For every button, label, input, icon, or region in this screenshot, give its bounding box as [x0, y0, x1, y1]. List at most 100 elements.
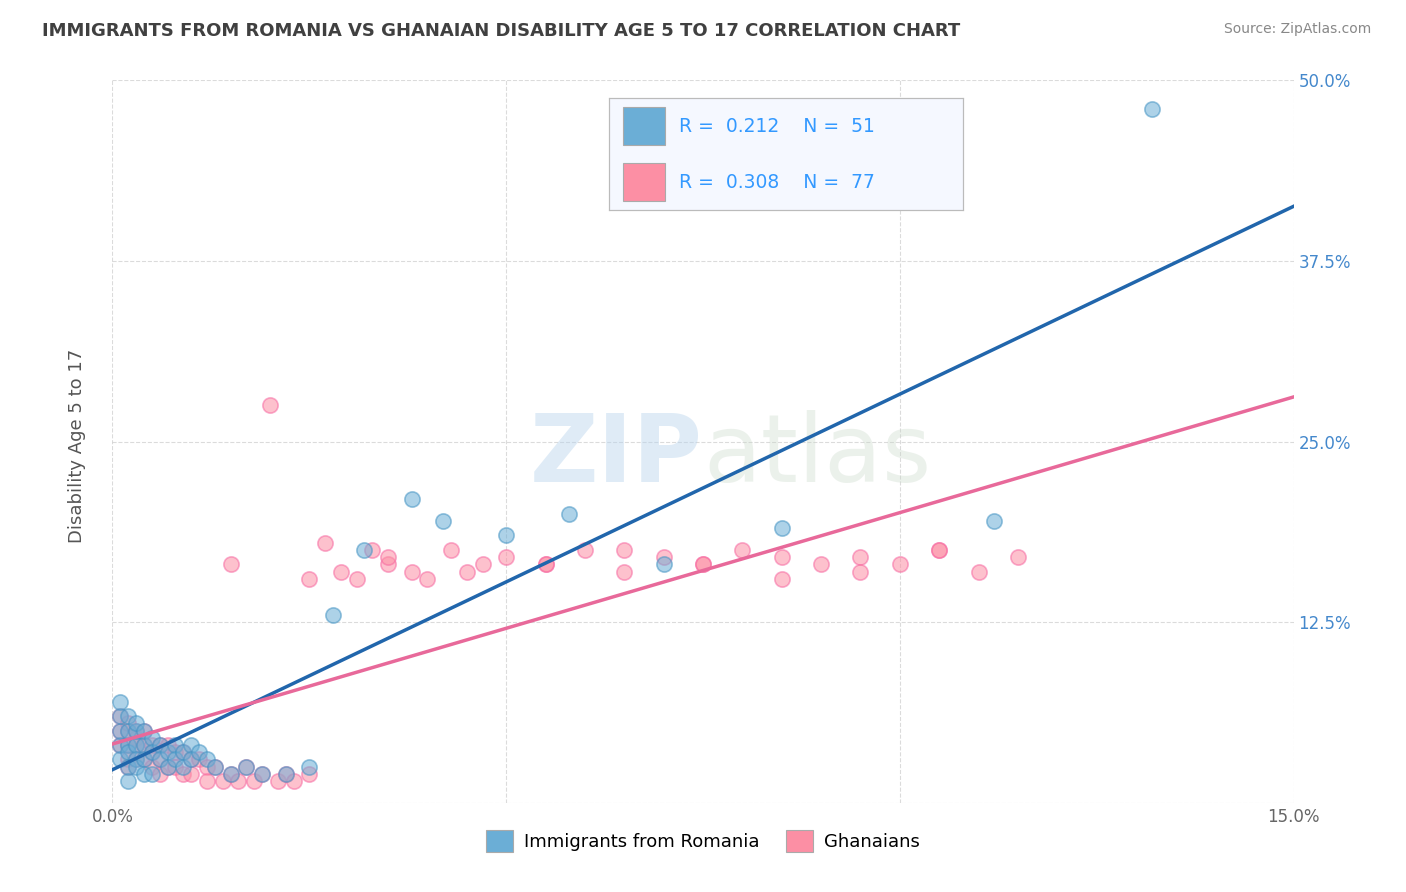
- Point: [967, 565, 990, 579]
- Point: [274, 767, 297, 781]
- Point: [204, 760, 226, 774]
- Point: [180, 738, 202, 752]
- Point: [110, 752, 132, 766]
- Point: [353, 542, 375, 557]
- Point: [613, 565, 636, 579]
- Point: [125, 752, 148, 766]
- Point: [692, 558, 714, 572]
- Point: [156, 745, 179, 759]
- Point: [283, 774, 305, 789]
- Point: [172, 745, 194, 759]
- Point: [132, 752, 155, 766]
- Point: [195, 752, 218, 766]
- Text: atlas: atlas: [703, 410, 931, 502]
- Point: [219, 558, 242, 572]
- Point: [117, 738, 139, 752]
- Text: Source: ZipAtlas.com: Source: ZipAtlas.com: [1223, 22, 1371, 37]
- Point: [141, 745, 163, 759]
- Point: [1140, 102, 1163, 116]
- Point: [243, 774, 266, 789]
- Point: [125, 752, 148, 766]
- Point: [928, 542, 950, 557]
- Point: [117, 716, 139, 731]
- Point: [117, 774, 139, 789]
- Point: [495, 528, 517, 542]
- Point: [928, 542, 950, 557]
- Point: [141, 731, 163, 745]
- Point: [165, 738, 187, 752]
- Point: [770, 550, 793, 565]
- Point: [125, 738, 148, 752]
- Point: [889, 558, 911, 572]
- Point: [141, 738, 163, 752]
- Point: [141, 745, 163, 759]
- Point: [172, 745, 194, 759]
- Point: [117, 709, 139, 723]
- Point: [180, 752, 202, 766]
- Point: [156, 738, 179, 752]
- Point: [298, 572, 321, 586]
- Point: [440, 542, 463, 557]
- Point: [770, 521, 793, 535]
- Point: [132, 752, 155, 766]
- Point: [401, 492, 423, 507]
- Point: [188, 752, 211, 766]
- Point: [117, 745, 139, 759]
- Point: [259, 398, 281, 412]
- Point: [613, 542, 636, 557]
- Legend: Immigrants from Romania, Ghanaians: Immigrants from Romania, Ghanaians: [478, 822, 928, 859]
- Point: [298, 767, 321, 781]
- Point: [228, 774, 250, 789]
- Point: [267, 774, 290, 789]
- Point: [110, 709, 132, 723]
- Point: [195, 760, 218, 774]
- Point: [149, 752, 172, 766]
- Point: [132, 767, 155, 781]
- Point: [361, 542, 384, 557]
- Text: IMMIGRANTS FROM ROMANIA VS GHANAIAN DISABILITY AGE 5 TO 17 CORRELATION CHART: IMMIGRANTS FROM ROMANIA VS GHANAIAN DISA…: [42, 22, 960, 40]
- Point: [416, 572, 439, 586]
- Point: [125, 731, 148, 745]
- Point: [141, 767, 163, 781]
- Point: [219, 767, 242, 781]
- Point: [731, 542, 754, 557]
- Point: [165, 745, 187, 759]
- Point: [849, 550, 872, 565]
- Point: [110, 709, 132, 723]
- Point: [125, 723, 148, 738]
- Point: [110, 723, 132, 738]
- Point: [125, 738, 148, 752]
- Point: [132, 723, 155, 738]
- Point: [149, 767, 172, 781]
- Point: [165, 752, 187, 766]
- Point: [558, 507, 581, 521]
- Point: [172, 760, 194, 774]
- Point: [810, 558, 832, 572]
- Point: [110, 738, 132, 752]
- Point: [125, 760, 148, 774]
- Point: [180, 752, 202, 766]
- Point: [235, 760, 257, 774]
- Point: [377, 558, 399, 572]
- Point: [117, 752, 139, 766]
- Point: [274, 767, 297, 781]
- Point: [156, 760, 179, 774]
- Point: [1007, 550, 1029, 565]
- Point: [125, 716, 148, 731]
- Point: [156, 760, 179, 774]
- Point: [432, 514, 454, 528]
- Point: [125, 723, 148, 738]
- Point: [322, 607, 344, 622]
- Point: [165, 760, 187, 774]
- Point: [110, 723, 132, 738]
- Point: [110, 738, 132, 752]
- Point: [534, 558, 557, 572]
- Point: [849, 565, 872, 579]
- Point: [377, 550, 399, 565]
- Point: [314, 535, 336, 549]
- Point: [692, 558, 714, 572]
- Point: [401, 565, 423, 579]
- Point: [235, 760, 257, 774]
- Point: [329, 565, 352, 579]
- Point: [983, 514, 1005, 528]
